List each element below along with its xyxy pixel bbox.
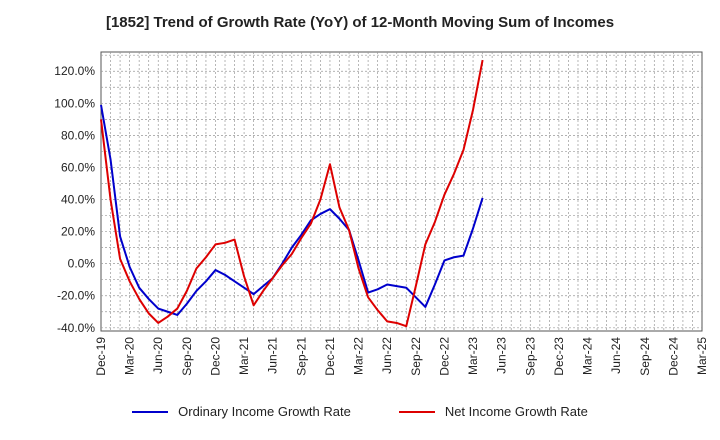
legend-item-ordinary: Ordinary Income Growth Rate xyxy=(132,404,351,419)
x-tick-label: Dec-22 xyxy=(437,337,451,376)
x-tick-label: Sep-20 xyxy=(180,337,194,376)
y-tick-label: 0.0% xyxy=(68,257,96,271)
legend-swatch-net xyxy=(398,410,435,413)
series-line-ordinary xyxy=(100,104,484,316)
x-tick-label: Jun-24 xyxy=(609,337,623,374)
y-tick-label: 40.0% xyxy=(61,193,95,207)
x-tick-label: Sep-23 xyxy=(523,337,537,376)
x-tick-label: Mar-20 xyxy=(123,337,137,375)
x-tick-label: Sep-22 xyxy=(409,337,423,376)
x-tick-label: Dec-24 xyxy=(666,337,680,376)
x-tick-label: Jun-23 xyxy=(495,337,509,374)
y-tick-label: 60.0% xyxy=(61,160,95,174)
y-tick-label: -20.0% xyxy=(57,289,95,303)
x-tick-label: Jun-22 xyxy=(380,337,394,374)
x-tick-label: Mar-21 xyxy=(237,337,251,375)
x-tick-label: Dec-20 xyxy=(208,337,222,376)
y-tick-label: 100.0% xyxy=(54,96,95,110)
y-tick-label: 120.0% xyxy=(54,64,95,78)
legend-label-net: Net Income Growth Rate xyxy=(444,404,588,419)
x-tick-label: Jun-20 xyxy=(151,337,165,374)
x-tick-label: Sep-21 xyxy=(294,337,308,376)
legend-swatch-ordinary xyxy=(132,410,169,413)
x-tick-label: Mar-22 xyxy=(352,337,366,375)
x-tick-label: Jun-21 xyxy=(266,337,280,374)
x-tick-label: Mar-24 xyxy=(581,337,595,375)
x-tick-label: Mar-25 xyxy=(695,337,709,375)
x-tick-label: Dec-21 xyxy=(323,337,337,376)
legend-item-net: Net Income Growth Rate xyxy=(398,404,588,419)
chart-legend: Ordinary Income Growth Rate Net Income G… xyxy=(0,404,720,419)
x-tick-label: Dec-19 xyxy=(94,337,108,376)
plot-area xyxy=(100,51,703,332)
y-tick-label: -40.0% xyxy=(57,321,95,335)
y-tick-label: 80.0% xyxy=(61,128,95,142)
series-line-net xyxy=(100,59,484,328)
legend-label-ordinary: Ordinary Income Growth Rate xyxy=(178,404,351,419)
y-tick-label: 20.0% xyxy=(61,225,95,239)
x-tick-label: Mar-23 xyxy=(466,337,480,375)
chart-title: [1852] Trend of Growth Rate (YoY) of 12-… xyxy=(105,14,615,31)
x-tick-label: Dec-23 xyxy=(552,337,566,376)
x-tick-label: Sep-24 xyxy=(638,337,652,376)
